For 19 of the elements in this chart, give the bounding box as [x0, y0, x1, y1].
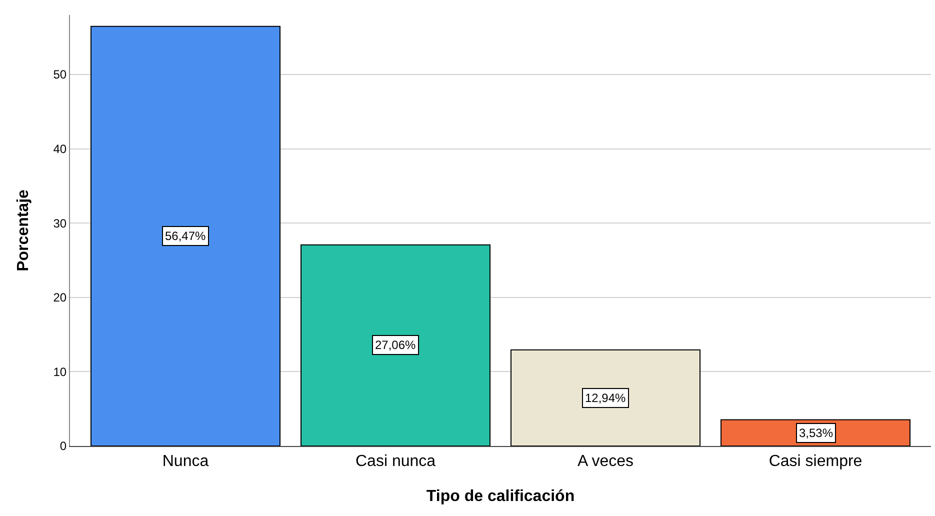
data-label: 27,06%	[375, 338, 416, 352]
data-label: 12,94%	[585, 391, 626, 405]
y-axis-title: Porcentaje	[15, 189, 32, 272]
x-axis-title: Tipo de calificación	[426, 488, 575, 505]
y-tick-label: 40	[53, 142, 67, 156]
y-tick-label: 50	[53, 68, 67, 82]
y-tick-label: 20	[53, 290, 67, 305]
bar	[510, 349, 700, 446]
bar	[90, 26, 280, 446]
y-tick-label: 30	[53, 216, 67, 230]
x-tick-label: Casi siempre	[768, 453, 862, 470]
data-label: 3,53%	[799, 426, 834, 440]
data-label: 56,47%	[165, 229, 206, 243]
x-tick-label: A veces	[577, 453, 634, 470]
x-tick-label: Casi nunca	[355, 453, 436, 470]
x-tick-label: Nunca	[162, 453, 209, 470]
bar	[300, 244, 490, 446]
y-tick-label: 10	[53, 364, 67, 379]
y-tick-label: 0	[60, 439, 67, 454]
